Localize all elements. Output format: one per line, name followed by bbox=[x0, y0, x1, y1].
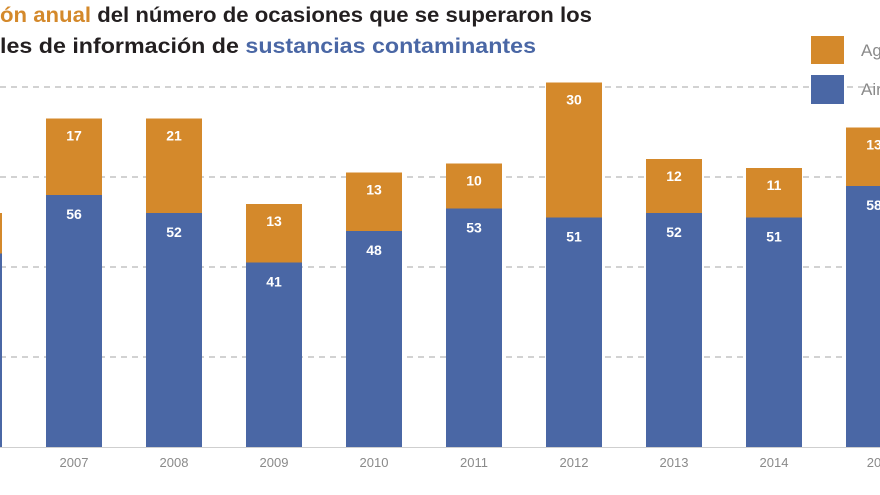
value-label-aire-2007: 56 bbox=[66, 206, 82, 222]
value-label-aire-2009: 41 bbox=[266, 274, 282, 290]
title-highlight-1: ón anual bbox=[0, 4, 91, 27]
value-label-agua-2011: 10 bbox=[466, 173, 482, 189]
value-label-aire-2008: 52 bbox=[166, 224, 182, 240]
bar-aire-2012 bbox=[546, 217, 602, 447]
value-label-aire-2014: 51 bbox=[766, 229, 782, 245]
value-label-aire-2012: 51 bbox=[566, 229, 582, 245]
x-tick-label-2010: 2010 bbox=[360, 455, 389, 470]
title-text-1: del número de ocasiones que se superaron… bbox=[91, 4, 592, 27]
legend-swatch-aire bbox=[811, 75, 844, 104]
bar-agua-2011 bbox=[446, 163, 502, 209]
legend-label-aire: Air bbox=[861, 80, 880, 99]
x-tick-label-2014: 2014 bbox=[760, 455, 789, 470]
bar-aire-2006 bbox=[0, 253, 2, 447]
x-tick-label-2012: 2012 bbox=[560, 455, 589, 470]
bar-agua-2012 bbox=[546, 82, 602, 218]
legend: Ag Air bbox=[811, 36, 880, 104]
bar-agua-2013 bbox=[646, 159, 702, 213]
bar-agua-2009 bbox=[246, 204, 302, 263]
value-label-agua-2007: 17 bbox=[66, 128, 82, 144]
x-tick-label-2009: 2009 bbox=[260, 455, 289, 470]
legend-swatch-agua bbox=[811, 36, 844, 64]
bar-aire-2007 bbox=[46, 195, 102, 447]
x-tick-label-2008: 2008 bbox=[160, 455, 189, 470]
legend-label-agua: Ag bbox=[861, 41, 880, 60]
bar-agua-2006 bbox=[0, 213, 2, 254]
bar-agua-2008 bbox=[146, 118, 202, 213]
bars: 1756200721522008134120091348201010532011… bbox=[0, 82, 880, 470]
value-label-agua-2013: 12 bbox=[666, 168, 682, 184]
bar-aire-2013 bbox=[646, 213, 702, 447]
bar-aire-2014 bbox=[746, 217, 802, 447]
bar-agua-2010 bbox=[346, 172, 402, 231]
bar-aire-2011 bbox=[446, 208, 502, 447]
bar-agua-2007 bbox=[46, 118, 102, 195]
value-label-agua-2009: 13 bbox=[266, 213, 282, 229]
bar-aire-2010 bbox=[346, 231, 402, 447]
bar-agua-2015 bbox=[846, 127, 880, 186]
chart-title-line-1: ón anual del número de ocasiones que se … bbox=[0, 4, 592, 27]
value-label-aire-2015: 58 bbox=[866, 197, 880, 213]
title-text-2: les de información de bbox=[0, 35, 245, 58]
value-label-agua-2010: 13 bbox=[366, 182, 382, 198]
x-tick-label-2011: 2011 bbox=[460, 455, 488, 470]
value-label-aire-2013: 52 bbox=[666, 224, 682, 240]
value-label-agua-2015: 13 bbox=[866, 137, 880, 153]
bar-agua-2014 bbox=[746, 168, 802, 218]
x-tick-label-2013: 2013 bbox=[660, 455, 689, 470]
value-label-agua-2014: 11 bbox=[767, 177, 782, 193]
bar-aire-2008 bbox=[146, 213, 202, 447]
x-tick-label-2007: 2007 bbox=[60, 455, 89, 470]
bar-aire-2009 bbox=[246, 262, 302, 447]
bar-aire-2015 bbox=[846, 186, 880, 447]
title-highlight-2: sustancias contaminantes bbox=[245, 35, 536, 58]
value-label-aire-2010: 48 bbox=[366, 242, 382, 258]
value-label-agua-2012: 30 bbox=[566, 92, 582, 108]
value-label-aire-2011: 53 bbox=[466, 220, 482, 236]
value-label-agua-2008: 21 bbox=[166, 128, 182, 144]
chart-title-line-2: les de información de sustancias contami… bbox=[0, 35, 536, 58]
x-tick-label-2015: 20 bbox=[867, 455, 880, 470]
